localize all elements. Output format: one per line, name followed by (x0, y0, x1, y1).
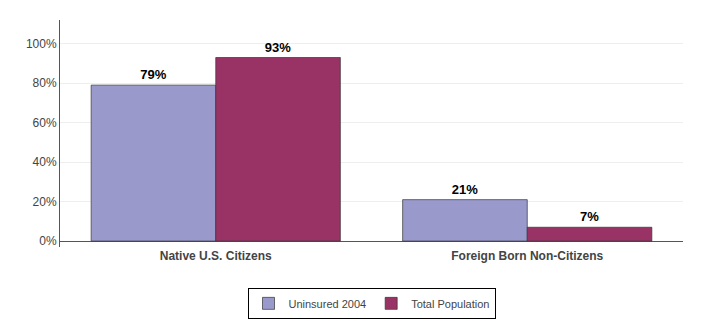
svg-text:Total Population: Total Population (411, 298, 489, 310)
svg-text:Uninsured 2004: Uninsured 2004 (289, 298, 367, 310)
svg-text:60%: 60% (33, 116, 57, 130)
svg-text:Native U.S. Citizens: Native U.S. Citizens (160, 249, 272, 263)
svg-text:93%: 93% (265, 40, 291, 55)
svg-text:Foreign Born Non-Citizens: Foreign Born Non-Citizens (451, 249, 603, 263)
svg-text:0%: 0% (39, 234, 57, 248)
svg-text:79%: 79% (140, 67, 166, 82)
svg-text:7%: 7% (580, 209, 599, 224)
svg-text:100%: 100% (26, 37, 57, 51)
svg-text:40%: 40% (33, 155, 57, 169)
svg-text:80%: 80% (33, 76, 57, 90)
svg-text:21%: 21% (452, 182, 478, 197)
svg-text:20%: 20% (33, 195, 57, 209)
